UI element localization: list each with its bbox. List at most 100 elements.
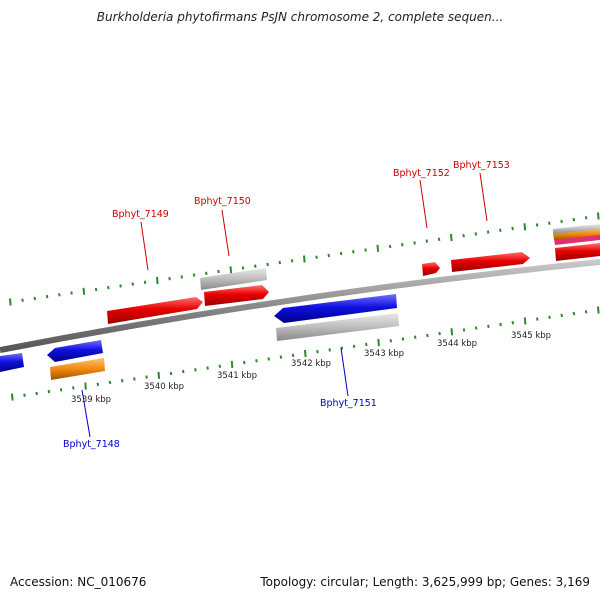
minor-tick bbox=[486, 230, 490, 234]
minor-tick bbox=[364, 248, 367, 252]
forward-scale-ticks bbox=[9, 212, 600, 306]
minor-tick bbox=[511, 226, 514, 231]
minor-tick bbox=[474, 326, 478, 330]
minor-tick bbox=[267, 357, 270, 361]
scale-labels: 3539 kbp 3540 kbp 3541 kbp 3542 kbp 3543… bbox=[71, 331, 551, 405]
gene-label-bphyt-7153[interactable]: Bphyt_7153 bbox=[453, 160, 510, 171]
minor-tick bbox=[119, 284, 122, 288]
minor-tick bbox=[560, 219, 563, 224]
forward-genes bbox=[107, 228, 600, 324]
gene-bphyt-7151-arrow[interactable] bbox=[274, 294, 397, 323]
minor-tick bbox=[218, 364, 222, 368]
gene-edge-orange-bar[interactable] bbox=[553, 228, 600, 240]
scale-label-3543: 3543 kbp bbox=[364, 349, 404, 359]
minor-tick bbox=[291, 353, 295, 357]
minor-tick bbox=[438, 331, 441, 336]
map-title: Burkholderia phytofirmans PsJN chromosom… bbox=[96, 10, 504, 24]
major-tick bbox=[597, 212, 600, 220]
minor-tick bbox=[72, 386, 75, 390]
gene-label-bphyt-7151[interactable]: Bphyt_7151 bbox=[320, 398, 377, 409]
gene-bphyt-7148-arrow[interactable] bbox=[47, 340, 103, 362]
gene-bphyt-7150-arrow[interactable] bbox=[204, 285, 269, 306]
minor-tick bbox=[328, 348, 331, 352]
leader-bphyt-7149 bbox=[140, 221, 149, 271]
minor-tick bbox=[584, 216, 588, 220]
minor-tick bbox=[462, 234, 465, 238]
gene-left-edge-blue[interactable] bbox=[0, 353, 24, 372]
minor-tick bbox=[340, 346, 344, 350]
minor-tick bbox=[535, 223, 539, 227]
gene-bphyt-7152-arrow[interactable] bbox=[422, 262, 440, 276]
minor-tick bbox=[536, 317, 539, 321]
gene-edge-gray-bar[interactable] bbox=[553, 224, 600, 234]
minor-tick bbox=[290, 259, 294, 263]
minor-tick bbox=[45, 294, 49, 299]
major-tick bbox=[523, 317, 527, 325]
major-tick bbox=[230, 360, 234, 368]
minor-tick bbox=[548, 315, 551, 319]
minor-tick bbox=[487, 324, 490, 328]
accession-text: Accession: NC_010676 bbox=[10, 575, 147, 589]
minor-tick bbox=[474, 232, 478, 236]
leader-bphyt-7150 bbox=[221, 209, 230, 257]
minor-tick bbox=[327, 253, 331, 258]
gene-label-bphyt-7150[interactable]: Bphyt_7150 bbox=[194, 196, 251, 207]
leader-bphyt-7148 bbox=[81, 389, 91, 438]
minor-tick bbox=[194, 368, 197, 372]
minor-tick bbox=[560, 313, 563, 318]
gene-label-bphyt-7149[interactable]: Bphyt_7149 bbox=[112, 209, 169, 220]
minor-tick bbox=[23, 393, 26, 397]
minor-tick bbox=[548, 221, 551, 225]
minor-tick bbox=[425, 239, 429, 243]
minor-tick bbox=[243, 360, 246, 365]
major-tick bbox=[597, 306, 600, 314]
major-tick bbox=[156, 276, 159, 285]
gene-label-bphyt-7148[interactable]: Bphyt_7148 bbox=[63, 439, 120, 450]
minor-tick bbox=[584, 310, 588, 314]
gene-edge-red-arrow[interactable] bbox=[555, 243, 600, 261]
major-tick bbox=[523, 223, 527, 231]
label-leader-lines bbox=[81, 172, 488, 438]
minor-tick bbox=[279, 355, 283, 359]
minor-tick bbox=[168, 277, 171, 281]
minor-tick bbox=[169, 371, 173, 376]
scale-label-3544: 3544 kbp bbox=[437, 339, 477, 349]
major-tick bbox=[11, 393, 14, 401]
minor-tick bbox=[413, 335, 417, 339]
major-tick bbox=[450, 233, 453, 242]
scale-label-3542: 3542 kbp bbox=[291, 359, 331, 369]
gene-label-bphyt-7152[interactable]: Bphyt_7152 bbox=[393, 168, 450, 179]
topology-text: Topology: circular; Length: 3,625,999 bp… bbox=[260, 575, 590, 589]
major-tick bbox=[450, 328, 454, 336]
gene-orange-under-7148[interactable] bbox=[50, 358, 105, 380]
minor-tick bbox=[47, 389, 51, 394]
minor-tick bbox=[70, 291, 73, 295]
gene-edge-pink-bar[interactable] bbox=[554, 234, 600, 245]
minor-tick bbox=[572, 311, 576, 316]
major-tick bbox=[82, 287, 86, 295]
gene-bphyt-7153-arrow[interactable] bbox=[451, 252, 530, 272]
minor-tick bbox=[499, 228, 502, 232]
minor-tick bbox=[255, 359, 258, 363]
minor-tick bbox=[145, 375, 148, 379]
gene-bphyt-7150-pseudo[interactable] bbox=[200, 268, 267, 290]
minor-tick bbox=[143, 280, 147, 284]
minor-tick bbox=[315, 255, 318, 259]
minor-tick bbox=[107, 286, 110, 290]
minor-tick bbox=[352, 344, 356, 348]
major-tick bbox=[376, 244, 380, 252]
minor-tick bbox=[59, 388, 63, 392]
minor-tick bbox=[131, 282, 135, 286]
gene-bphyt-7151-pseudo[interactable] bbox=[276, 313, 399, 341]
major-tick bbox=[304, 349, 307, 358]
minor-tick bbox=[181, 369, 185, 374]
scale-label-3539: 3539 kbp bbox=[71, 395, 111, 405]
major-tick bbox=[229, 266, 233, 274]
gene-bphyt-7149-arrow[interactable] bbox=[107, 297, 203, 324]
minor-tick bbox=[339, 251, 343, 256]
minor-tick bbox=[511, 321, 515, 325]
minor-tick bbox=[572, 217, 576, 222]
minor-tick bbox=[192, 273, 196, 277]
minor-tick bbox=[133, 377, 136, 381]
